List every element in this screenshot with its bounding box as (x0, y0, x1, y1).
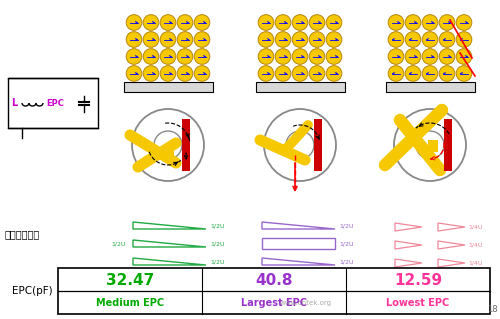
Circle shape (326, 32, 342, 47)
Circle shape (194, 15, 210, 30)
Text: Medium EPC: Medium EPC (96, 298, 164, 308)
Bar (386, 82, 474, 92)
Circle shape (160, 66, 176, 81)
Circle shape (143, 32, 159, 47)
Circle shape (143, 66, 159, 81)
Circle shape (194, 49, 210, 64)
Circle shape (326, 66, 342, 81)
Text: Largest EPC: Largest EPC (241, 298, 307, 308)
Circle shape (258, 49, 274, 64)
Text: EPC(pF): EPC(pF) (12, 286, 53, 296)
Circle shape (177, 32, 193, 47)
Circle shape (292, 49, 308, 64)
Circle shape (388, 49, 404, 64)
Circle shape (194, 66, 210, 81)
Circle shape (405, 32, 421, 47)
Text: EPC: EPC (46, 99, 64, 108)
Circle shape (292, 15, 308, 30)
Circle shape (177, 49, 193, 64)
Bar (256, 82, 344, 92)
Text: 1/4U: 1/4U (468, 242, 482, 248)
Circle shape (422, 49, 438, 64)
Circle shape (126, 66, 142, 81)
Circle shape (388, 32, 404, 47)
Circle shape (126, 49, 142, 64)
Text: 1/4U: 1/4U (468, 261, 482, 265)
Bar (182, 119, 190, 171)
Circle shape (309, 32, 325, 47)
Text: 40.8: 40.8 (256, 273, 293, 288)
Circle shape (439, 15, 455, 30)
Text: 1/2U: 1/2U (339, 241, 353, 247)
Circle shape (275, 49, 291, 64)
Text: 1/2U: 1/2U (210, 259, 224, 264)
Text: 1/2U: 1/2U (210, 224, 224, 228)
Text: Lowest EPC: Lowest EPC (386, 298, 450, 308)
Circle shape (160, 32, 176, 47)
Circle shape (126, 15, 142, 30)
Circle shape (258, 32, 274, 47)
Circle shape (456, 49, 472, 64)
Bar (8, 78, 98, 128)
Circle shape (405, 49, 421, 64)
Circle shape (309, 66, 325, 81)
Text: 1/2U: 1/2U (112, 241, 126, 247)
Bar (258, 278, 342, 287)
Circle shape (405, 15, 421, 30)
Circle shape (309, 49, 325, 64)
Circle shape (258, 15, 274, 30)
Text: 层間電健分布: 层間電健分布 (5, 229, 40, 239)
Bar (126, 278, 210, 287)
Bar (388, 278, 472, 287)
Circle shape (292, 66, 308, 81)
Circle shape (292, 32, 308, 47)
Text: L: L (11, 98, 17, 108)
Text: 1/2U: 1/2U (339, 259, 353, 264)
Text: 32.47: 32.47 (106, 273, 154, 288)
Bar (165, 147, 174, 155)
Circle shape (456, 66, 472, 81)
Circle shape (439, 49, 455, 64)
Circle shape (160, 49, 176, 64)
Bar (444, 119, 452, 171)
Circle shape (275, 32, 291, 47)
Circle shape (439, 66, 455, 81)
Circle shape (143, 49, 159, 64)
Bar (428, 140, 438, 152)
Circle shape (326, 15, 342, 30)
Text: 18: 18 (486, 306, 498, 315)
Circle shape (143, 15, 159, 30)
Circle shape (177, 15, 193, 30)
Circle shape (275, 66, 291, 81)
Text: 1/2U: 1/2U (339, 224, 353, 228)
Circle shape (258, 66, 274, 81)
Circle shape (309, 15, 325, 30)
Circle shape (388, 15, 404, 30)
Circle shape (456, 15, 472, 30)
Circle shape (275, 15, 291, 30)
Circle shape (388, 66, 404, 81)
Circle shape (177, 66, 193, 81)
Text: 12.59: 12.59 (394, 273, 442, 288)
Bar (58, 268, 490, 314)
Circle shape (194, 32, 210, 47)
Circle shape (422, 32, 438, 47)
Bar (262, 238, 335, 249)
Circle shape (439, 32, 455, 47)
Bar (314, 119, 322, 171)
Circle shape (160, 15, 176, 30)
Circle shape (126, 32, 142, 47)
Text: www.cntek.org: www.cntek.org (280, 300, 332, 306)
Circle shape (422, 66, 438, 81)
Circle shape (422, 15, 438, 30)
Text: 1/2U: 1/2U (210, 241, 224, 247)
Circle shape (326, 49, 342, 64)
Text: 1/4U: 1/4U (468, 225, 482, 229)
Bar (124, 82, 212, 92)
Circle shape (456, 32, 472, 47)
Circle shape (405, 66, 421, 81)
